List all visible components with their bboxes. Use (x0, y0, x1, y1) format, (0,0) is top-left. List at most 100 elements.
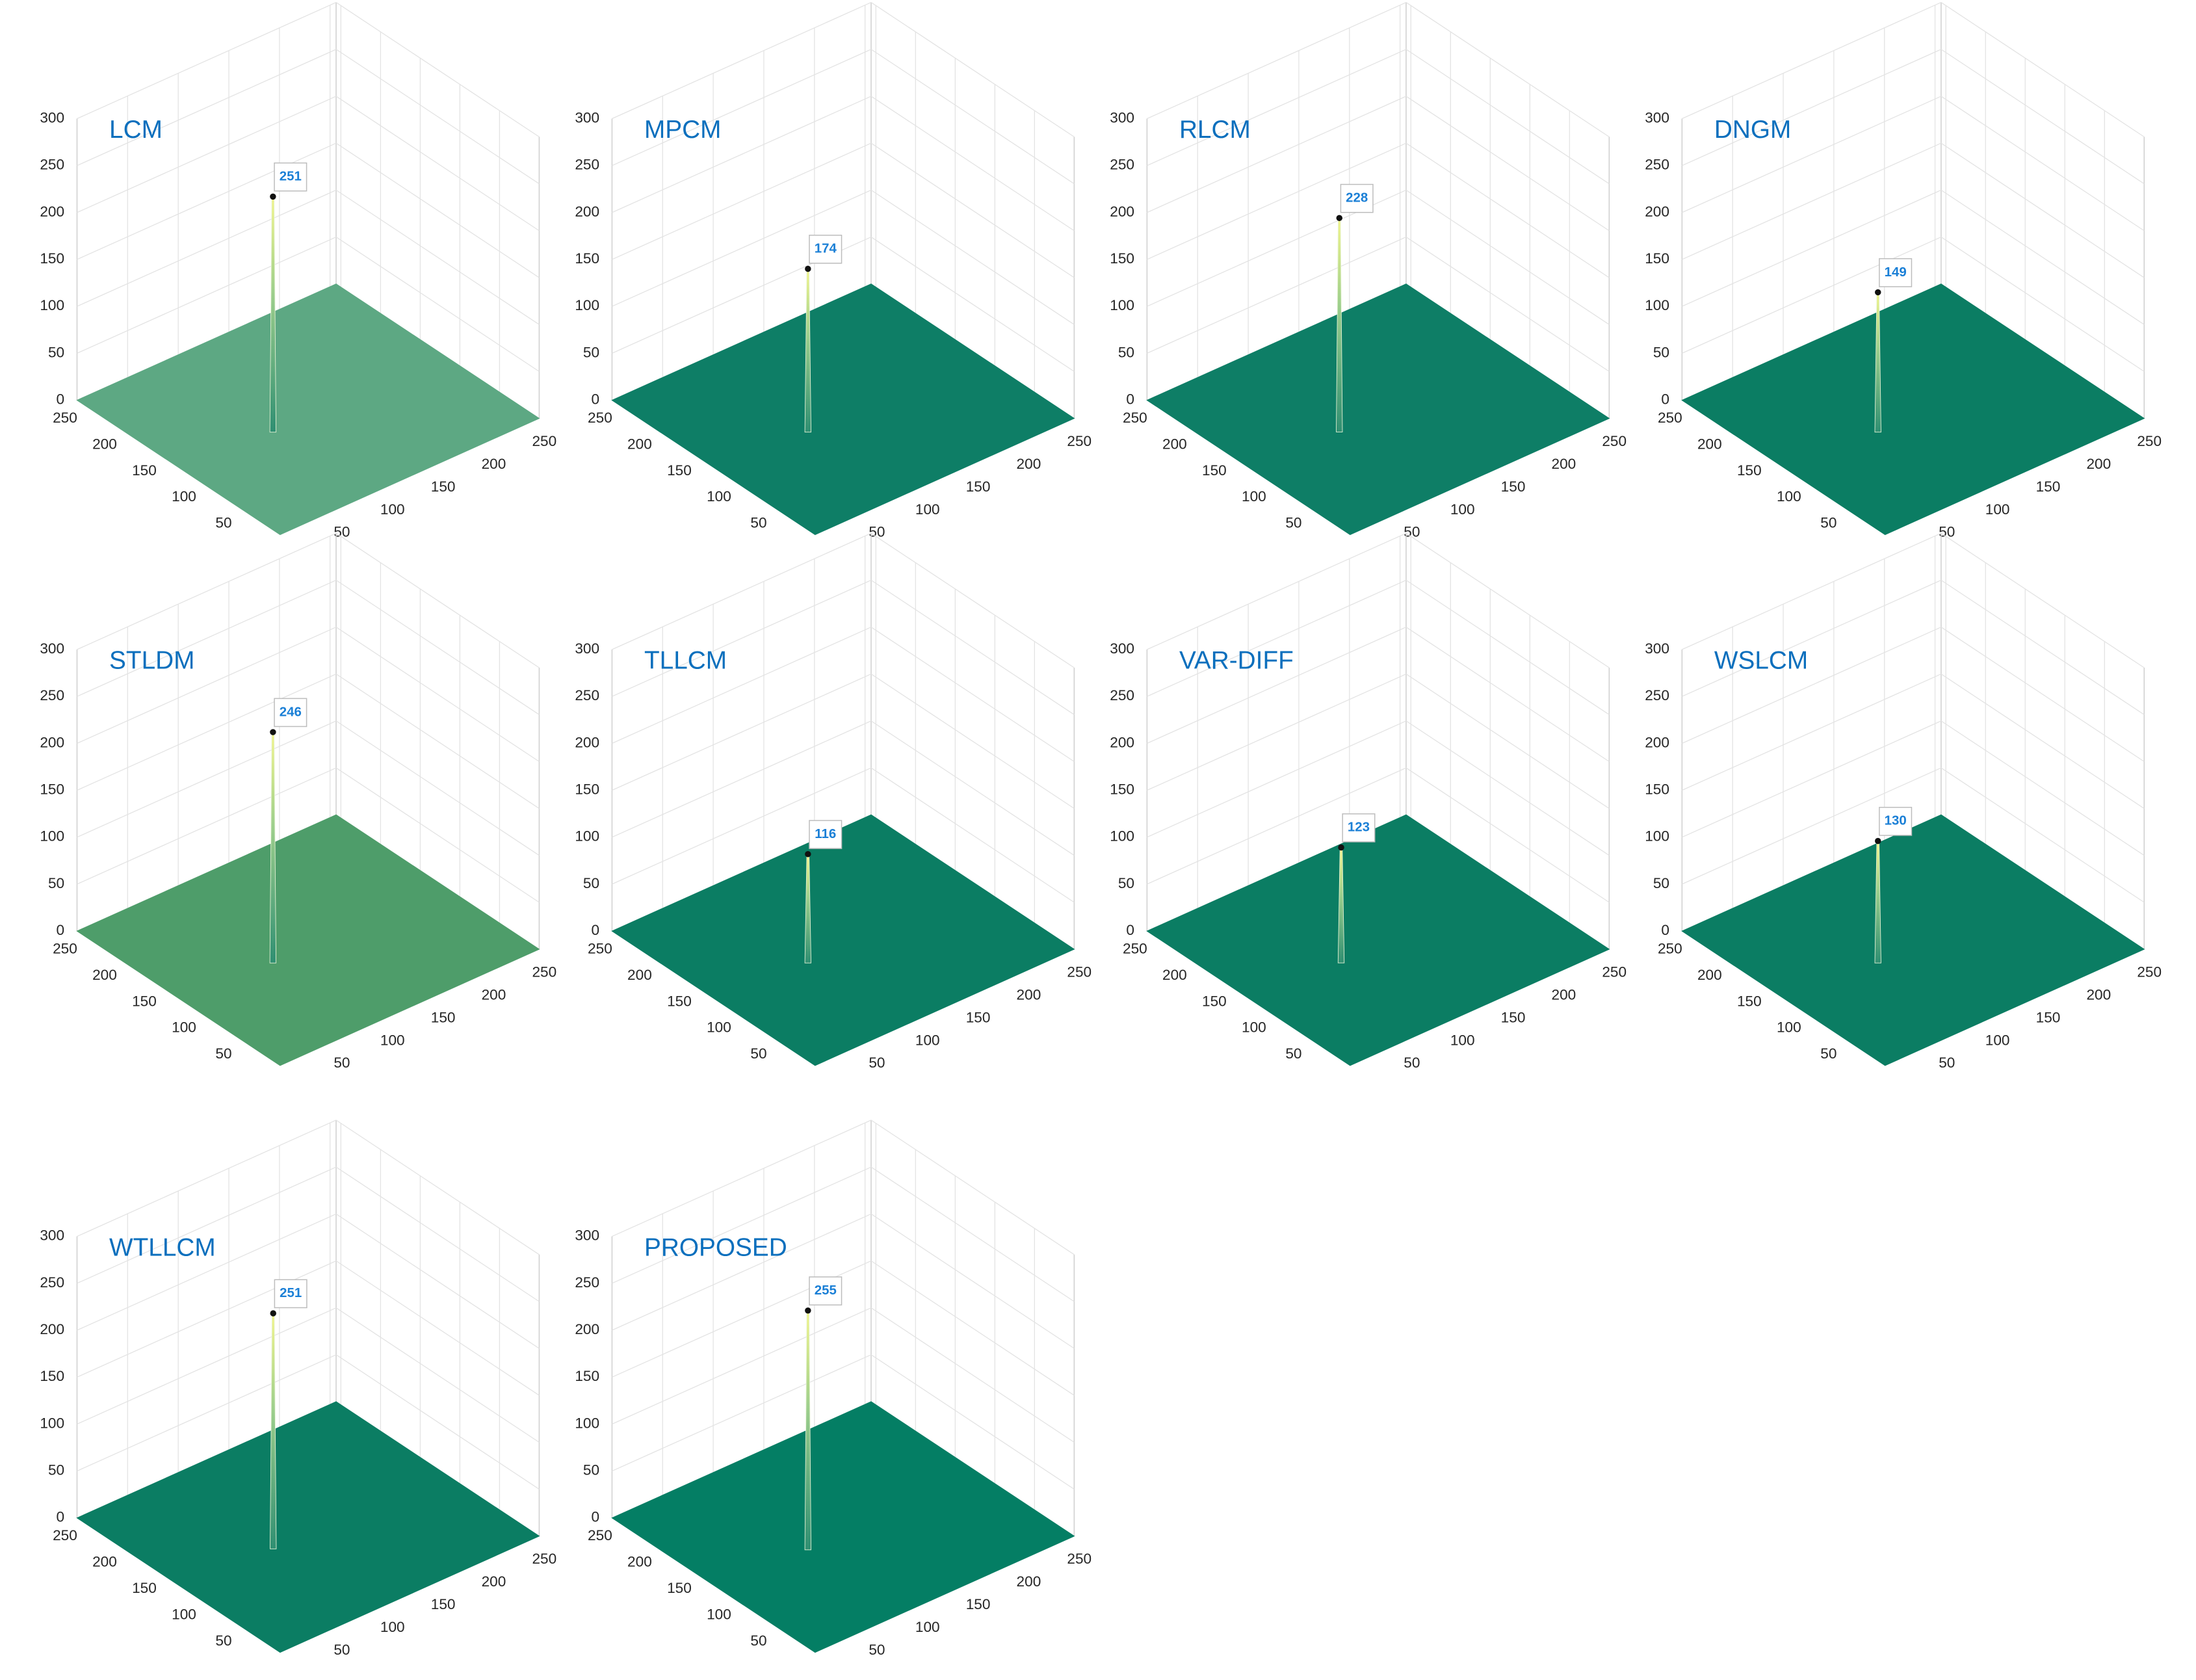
z-tick-label: 200 (1645, 734, 1669, 750)
z-grid-line (612, 96, 872, 213)
z-grid-line (870, 2, 1075, 138)
z-grid-line (1405, 532, 1610, 668)
z-grid-line (1941, 142, 2145, 278)
data-tip-marker (805, 1307, 811, 1314)
surface-panel: 0 50 100 150 200 250 300 50 100 150 200 250 50 100 150… (575, 532, 1091, 1071)
y-tick-label: 200 (92, 436, 117, 452)
z-grid-line (1405, 96, 1610, 231)
surface-panel: 0 50 100 150 200 250 300 50 100 150 200 250 50 100 150… (1110, 532, 1627, 1071)
x-tick-label: 50 (869, 1642, 885, 1658)
z-grid-line (77, 2, 337, 120)
z-grid-line (870, 1213, 1075, 1349)
data-tip-label: 116 (815, 826, 836, 841)
data-tip-label: 246 (280, 704, 302, 719)
z-grid-line (335, 532, 540, 668)
z-tick-label: 250 (575, 1274, 599, 1291)
z-grid-line (335, 96, 540, 231)
x-tick-label: 150 (966, 1596, 991, 1612)
x-tick-label: 200 (1017, 986, 1041, 1003)
z-tick-label: 150 (1645, 250, 1669, 267)
x-tick-label: 200 (2086, 456, 2111, 472)
x-tick-label: 250 (1067, 1551, 1091, 1567)
z-tick-label: 200 (1110, 203, 1134, 220)
z-tick-label: 100 (40, 297, 64, 313)
surface-floor (611, 1401, 1075, 1653)
z-grid-line (1405, 142, 1610, 278)
chart-title: MPCM (644, 116, 721, 144)
z-tick-label: 150 (40, 250, 64, 267)
x-tick-label: 50 (333, 1642, 350, 1658)
z-tick-label: 300 (575, 640, 599, 657)
data-tip-marker (1336, 215, 1342, 222)
z-grid-line (1147, 767, 1407, 885)
y-tick-label: 250 (1658, 410, 1682, 426)
z-grid-line (1405, 237, 1610, 372)
z-grid-line (1682, 96, 1942, 213)
y-tick-label: 50 (1285, 515, 1301, 531)
z-grid-line (1941, 2, 2145, 138)
z-grid-line (870, 720, 1075, 856)
y-tick-label: 50 (750, 515, 766, 531)
z-grid-line (335, 237, 540, 372)
peak-spike (270, 1313, 277, 1549)
data-tip-box (1879, 807, 1913, 836)
z-grid-line (77, 1260, 337, 1378)
y-tick-label: 150 (132, 1580, 157, 1596)
z-grid-line (1682, 626, 1942, 744)
y-tick-label: 200 (627, 1554, 652, 1570)
z-tick-label: 100 (40, 1415, 64, 1431)
z-grid-line (335, 767, 540, 903)
x-tick-label: 50 (333, 1055, 350, 1071)
x-tick-label: 150 (431, 1009, 456, 1025)
data-tip-marker (805, 850, 811, 858)
x-tick-label: 250 (532, 1551, 556, 1567)
z-tick-label: 50 (48, 1462, 64, 1478)
x-tick-label: 150 (966, 1009, 991, 1025)
surface-panel: 0 50 100 150 200 250 300 50 100 150 200 250 50 100 150… (40, 532, 556, 1071)
z-grid-line (1682, 49, 1942, 166)
z-tick-label: 50 (1653, 875, 1669, 891)
z-tick-label: 200 (575, 734, 599, 750)
z-grid-line (1941, 96, 2145, 231)
y-tick-label: 100 (1777, 1019, 1801, 1036)
z-grid-line (612, 767, 872, 885)
data-tip-box (1342, 813, 1376, 843)
z-tick-label: 0 (1661, 391, 1669, 408)
z-grid-line (1147, 236, 1407, 354)
z-tick-label: 300 (1645, 640, 1669, 657)
x-tick-label: 150 (2036, 1009, 2061, 1025)
z-grid-line (612, 142, 872, 260)
z-tick-label: 100 (575, 1415, 599, 1431)
z-tick-label: 0 (1126, 391, 1134, 408)
z-grid-line (1941, 532, 2145, 668)
data-tip-label: 251 (280, 169, 302, 184)
y-tick-label: 100 (707, 1019, 731, 1036)
z-grid-line (335, 1166, 540, 1302)
z-grid-line (612, 1213, 872, 1331)
peak-spike (804, 269, 812, 433)
y-tick-label: 100 (1242, 1019, 1266, 1036)
z-grid-line (612, 579, 872, 697)
x-tick-label: 100 (1450, 1032, 1475, 1048)
y-tick-label: 50 (215, 1633, 231, 1649)
z-grid-line (335, 49, 540, 185)
z-grid-line (1682, 189, 1942, 307)
data-tip-box (274, 162, 307, 192)
z-grid-line (612, 720, 872, 838)
z-tick-label: 300 (1110, 109, 1134, 125)
data-tip-box (1340, 183, 1374, 213)
z-tick-label: 0 (1126, 922, 1134, 938)
z-grid-line (870, 1120, 1075, 1255)
z-tick-label: 50 (1653, 344, 1669, 360)
y-tick-label: 50 (750, 1633, 766, 1649)
z-tick-label: 50 (48, 344, 64, 360)
chart-title: LCM (109, 116, 163, 144)
z-tick-label: 150 (40, 781, 64, 797)
z-grid-line (870, 767, 1075, 903)
surface-floor (76, 814, 540, 1066)
z-grid-line (77, 767, 337, 885)
z-tick-label: 100 (40, 828, 64, 845)
z-tick-label: 0 (591, 391, 599, 408)
z-grid-line (77, 626, 337, 744)
z-tick-label: 250 (40, 157, 64, 173)
